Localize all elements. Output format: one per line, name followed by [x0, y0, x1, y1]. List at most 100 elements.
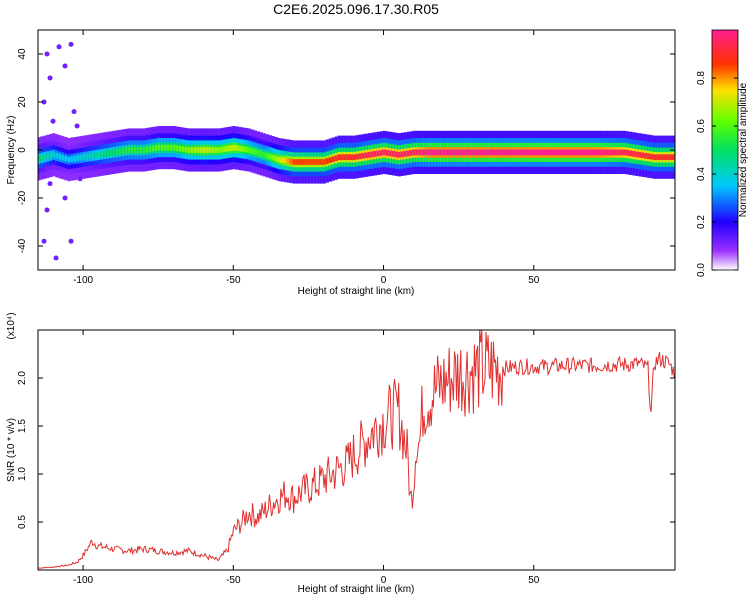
spectrogram-cell	[88, 153, 92, 160]
colorbar-tick-label: 0.4	[696, 167, 707, 181]
spectrogram-cell	[394, 151, 398, 158]
spectrogram-cell	[376, 150, 380, 157]
spectrogram-cell	[575, 149, 579, 156]
spectrogram-cell	[295, 159, 299, 165]
spectrogram-noise-cell	[44, 166, 50, 172]
spectrogram-cell	[406, 150, 410, 157]
snr-frame	[37, 329, 676, 571]
spectrogram-cell	[241, 146, 245, 152]
spectrogram-noise-cell	[68, 238, 74, 244]
spectrogram-cell	[644, 152, 648, 159]
spectrogram-cell	[130, 147, 134, 153]
spectrogram-cell	[641, 152, 645, 159]
spectrogram-noise-cell	[62, 195, 68, 201]
spectrogram-cell	[250, 148, 254, 154]
spectrogram-cell	[38, 155, 41, 162]
snr-multiplier: (x10⁴)	[6, 312, 17, 339]
spectrogram-cell	[499, 149, 504, 156]
spectrogram-cell	[418, 149, 422, 156]
spectrogram-cell	[623, 149, 627, 156]
spectrogram-y-tick-label: 20	[17, 96, 28, 108]
spectrogram-cell	[124, 147, 128, 154]
spectrogram-cell	[160, 144, 164, 151]
spectrogram-cell	[64, 155, 68, 162]
snr-x-label: Height of straight line (km)	[298, 584, 415, 595]
spectrogram-cell	[118, 148, 122, 155]
spectrogram-cell	[496, 149, 501, 156]
spectrogram-cell	[379, 150, 383, 156]
spectrogram-cell	[584, 149, 588, 156]
spectrogram-cell	[361, 152, 365, 159]
spectrogram-cell	[280, 157, 284, 163]
spectrogram-cell	[659, 154, 663, 161]
spectrogram-cell	[187, 147, 191, 153]
spectrogram-cell	[544, 149, 549, 156]
spectrogram-cell	[403, 150, 407, 157]
spectrogram-noise-cell	[47, 181, 53, 187]
spectrogram-cell	[535, 149, 540, 156]
spectrogram-cell	[139, 147, 143, 153]
spectrogram-cell	[307, 159, 311, 165]
spectrogram-cell	[551, 149, 555, 156]
spectrogram-cell	[151, 145, 155, 152]
spectrogram-noise-cell	[77, 176, 83, 182]
spectrogram-cell	[523, 149, 528, 156]
spectrogram-cell	[647, 153, 651, 160]
spectrogram-cell	[157, 144, 161, 151]
spectrogram-panel: -100 -50 0 50 -40 -20 0 20 40 Height of straigh…	[6, 29, 676, 297]
spectrogram-x-tick-label: 0	[381, 275, 387, 286]
spectrogram-cell	[154, 145, 158, 151]
spectrogram-cell	[605, 149, 609, 156]
spectrogram-cell	[409, 150, 413, 156]
spectrogram-cell	[52, 151, 56, 158]
spectrogram-cell	[472, 149, 477, 156]
spectrogram-cell	[442, 149, 447, 156]
spectrogram-x-label: Height of straight line (km)	[298, 286, 415, 297]
spectrogram-cell	[370, 151, 374, 158]
spectrogram-cell	[46, 153, 50, 160]
spectrogram-cell	[112, 149, 116, 156]
spectrogram-cell	[220, 146, 224, 153]
spectrogram-cell	[388, 150, 392, 157]
spectrogram-noise-cell	[62, 63, 68, 69]
spectrogram-cell	[587, 149, 591, 156]
spectrogram-noise-cell	[68, 41, 74, 47]
spectrogram-cell	[490, 149, 495, 156]
spectrogram-cell	[67, 156, 71, 163]
spectrogram-cell	[481, 149, 486, 156]
spectrogram-cell	[508, 149, 513, 156]
spectrogram-cell	[635, 151, 639, 158]
colorbar-label: Normalized spectral amplitude	[738, 82, 749, 217]
snr-panel: -100 -50 0 50 0.5 1.0 1.5 2.0 Height of straig…	[6, 312, 676, 595]
spectrogram-cell	[97, 151, 101, 158]
spectrogram-cell	[268, 153, 272, 160]
spectrogram-cell	[313, 159, 317, 165]
spectrogram-noise-cell	[56, 44, 62, 50]
snr-x-tick-label: 50	[528, 575, 540, 586]
spectrogram-cell	[626, 150, 630, 156]
spectrogram-cell	[469, 149, 474, 156]
spectrogram-cell	[202, 147, 206, 153]
spectrogram-cell	[391, 150, 395, 157]
spectrogram-cell	[172, 144, 176, 151]
spectrogram-cell	[58, 153, 62, 160]
spectrogram-cell	[463, 149, 468, 156]
spectrogram-cell	[538, 149, 543, 156]
snr-x-tick-label: -100	[73, 575, 93, 586]
spectrogram-cell	[142, 147, 146, 153]
spectrogram-cell	[560, 149, 564, 156]
spectrogram-noise-cell	[47, 75, 53, 81]
colorbar-tick-label: 0.0	[696, 263, 707, 277]
spectrogram-cell	[337, 154, 341, 161]
spectrogram-cell	[569, 149, 573, 156]
spectrogram-noise-cell	[41, 99, 47, 105]
spectrogram-cell	[520, 149, 525, 156]
spectrogram-cell	[650, 153, 654, 160]
spectrogram-y-tick-label: -20	[17, 190, 28, 205]
spectrogram-cell	[298, 159, 302, 165]
spectrogram-cell	[493, 149, 498, 156]
spectrogram-cell	[454, 149, 459, 156]
spectrogram-cell	[121, 148, 125, 154]
spectrogram-cell	[620, 149, 624, 156]
spectrogram-cell	[629, 150, 633, 157]
